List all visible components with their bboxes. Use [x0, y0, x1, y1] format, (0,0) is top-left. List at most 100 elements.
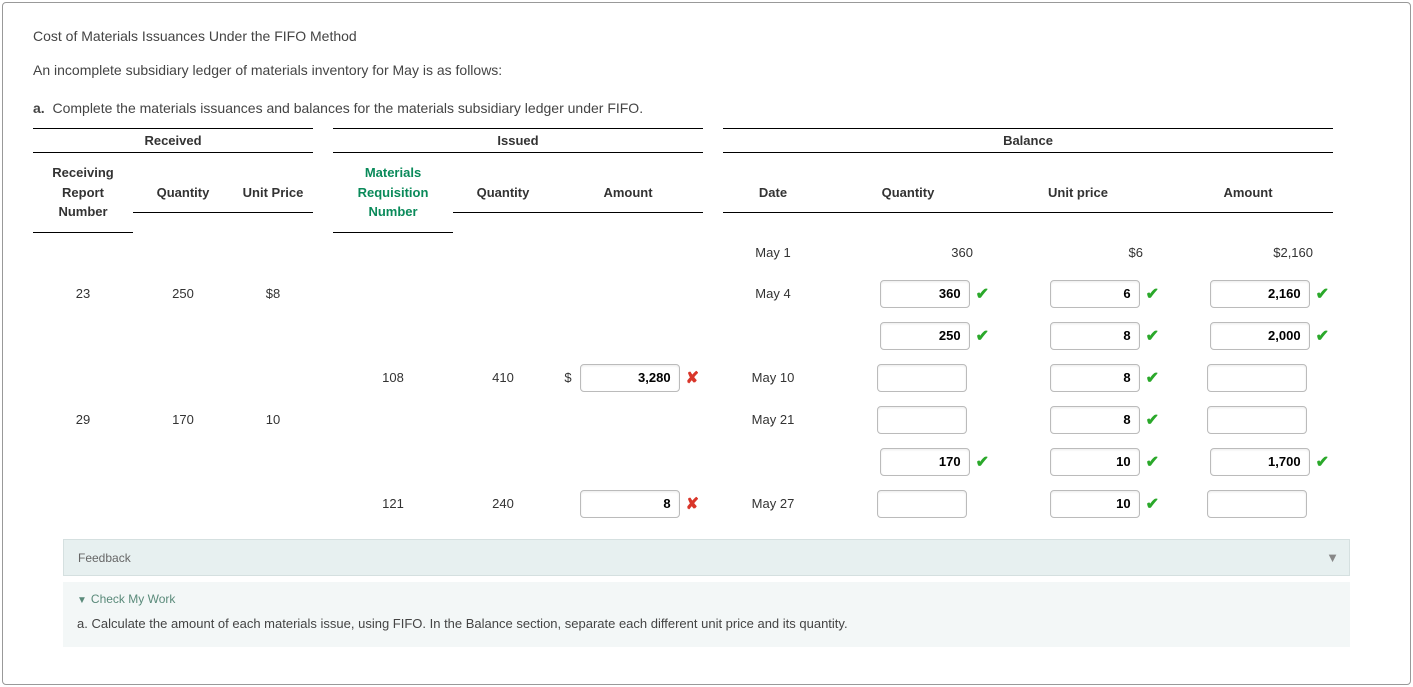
instruction: a. Complete the materials issuances and … — [33, 100, 1380, 116]
cell — [333, 316, 453, 356]
check-icon: ✔ — [1146, 452, 1159, 472]
spacer — [313, 274, 333, 314]
cell — [233, 484, 313, 524]
check-icon: ✔ — [1316, 284, 1329, 304]
bal-price-input[interactable] — [1050, 448, 1140, 476]
col-recv-qty: Quantity — [133, 173, 233, 214]
cell — [453, 233, 553, 273]
cell — [723, 316, 823, 356]
bal-qty-input[interactable] — [877, 406, 967, 434]
cell — [553, 233, 703, 273]
bal-price-wrap: ✔ — [997, 406, 1159, 434]
recv-report: 29 — [33, 400, 133, 440]
bal-amt-input[interactable] — [1210, 448, 1310, 476]
bal-price-wrap: ✔ — [997, 322, 1159, 350]
cell — [233, 233, 313, 273]
spacer — [313, 400, 333, 440]
iss-amt-input[interactable] — [580, 490, 680, 518]
check-my-work-toggle[interactable]: ▼ Check My Work — [77, 592, 1336, 606]
bal-qty-input[interactable] — [880, 448, 970, 476]
bal-amt-wrap: ✔ — [1167, 322, 1329, 350]
cell — [453, 274, 553, 314]
spacer — [703, 400, 723, 440]
date-cell: May 21 — [723, 400, 823, 440]
bal-price-input[interactable] — [1050, 406, 1140, 434]
feedback-panel[interactable]: Feedback ▼ — [63, 539, 1350, 576]
bal-qty-wrap: ✔ — [827, 322, 989, 350]
cell — [133, 358, 233, 398]
bal-amt-input[interactable] — [1207, 490, 1307, 518]
bal-qty-wrap — [827, 490, 989, 518]
bal-amt-input[interactable] — [1210, 322, 1310, 350]
col-bal-price: Unit price — [993, 173, 1163, 214]
check-icon: ✔ — [1146, 410, 1159, 430]
instruction-prefix: a. — [33, 100, 45, 116]
bal-qty-wrap — [827, 364, 989, 392]
spacer — [703, 316, 723, 356]
cell — [233, 358, 313, 398]
cell — [453, 400, 553, 440]
bal-price-wrap: ✔ — [997, 490, 1159, 518]
spacer — [703, 484, 723, 524]
bal-qty-input[interactable] — [877, 364, 967, 392]
col-bal-qty: Quantity — [823, 173, 993, 214]
cell — [553, 316, 703, 356]
bal-qty-input[interactable] — [880, 280, 970, 308]
dollar-sign: $ — [564, 370, 571, 385]
bal-amt-wrap — [1167, 364, 1329, 392]
spacer — [313, 316, 333, 356]
cell — [453, 316, 553, 356]
bal-amt-input[interactable] — [1207, 406, 1307, 434]
cell — [33, 233, 133, 273]
iss-amt-wrap: $ ✘ — [557, 364, 699, 392]
check-icon: ✔ — [1146, 368, 1159, 388]
bal-amt-wrap — [1167, 490, 1329, 518]
bal-amt-input[interactable] — [1207, 364, 1307, 392]
section-balance: Balance — [723, 128, 1333, 153]
col-bal-amt: Amount — [1163, 173, 1333, 214]
bal-price-input[interactable] — [1050, 490, 1140, 518]
bal-qty-input[interactable] — [880, 322, 970, 350]
ledger-table: Received Issued Balance Receiving Report… — [33, 128, 1380, 525]
col-recv-report: Receiving Report Number — [33, 153, 133, 233]
instruction-text: Complete the materials issuances and bal… — [52, 100, 643, 116]
recv-qty: 170 — [133, 400, 233, 440]
bal-amt-wrap: ✔ — [1167, 448, 1329, 476]
check-icon: ✔ — [976, 452, 989, 472]
recv-report: 23 — [33, 274, 133, 314]
cell — [33, 358, 133, 398]
spacer — [313, 484, 333, 524]
cell — [333, 233, 453, 273]
spacer — [313, 442, 333, 482]
recv-price: 10 — [233, 400, 313, 440]
col-iss-amt: Amount — [553, 173, 703, 214]
mat-req: 121 — [333, 484, 453, 524]
bal-price-input[interactable] — [1050, 280, 1140, 308]
cell — [553, 400, 703, 440]
check-my-work-panel: ▼Check My Work a. Calculate the amount o… — [63, 582, 1350, 647]
check-icon: ✔ — [976, 284, 989, 304]
bal-price-input[interactable] — [1050, 322, 1140, 350]
check-icon: ✔ — [1316, 326, 1329, 346]
spacer — [313, 233, 333, 273]
col-mat-req-link[interactable]: Materials Requisition Number — [333, 153, 453, 233]
cmw-label: Check My Work — [91, 592, 175, 606]
iss-amt-input[interactable] — [580, 364, 680, 392]
col-date: Date — [723, 173, 823, 214]
bal-amt-input[interactable] — [1210, 280, 1310, 308]
bal-price-input[interactable] — [1050, 364, 1140, 392]
chevron-down-icon: ▼ — [77, 595, 87, 606]
col-iss-qty: Quantity — [453, 173, 553, 214]
cell — [33, 316, 133, 356]
bal-qty-input[interactable] — [877, 490, 967, 518]
cell — [553, 442, 703, 482]
page-container: Cost of Materials Issuances Under the FI… — [2, 2, 1411, 685]
recv-price: $8 — [233, 274, 313, 314]
section-issued: Issued — [333, 128, 703, 153]
cell — [233, 316, 313, 356]
cross-icon: ✘ — [686, 368, 699, 388]
bal-amt-wrap: ✔ — [1167, 280, 1329, 308]
bal-qty-wrap: ✔ — [827, 448, 989, 476]
page-title: Cost of Materials Issuances Under the FI… — [33, 28, 1380, 44]
cross-icon: ✘ — [686, 494, 699, 514]
